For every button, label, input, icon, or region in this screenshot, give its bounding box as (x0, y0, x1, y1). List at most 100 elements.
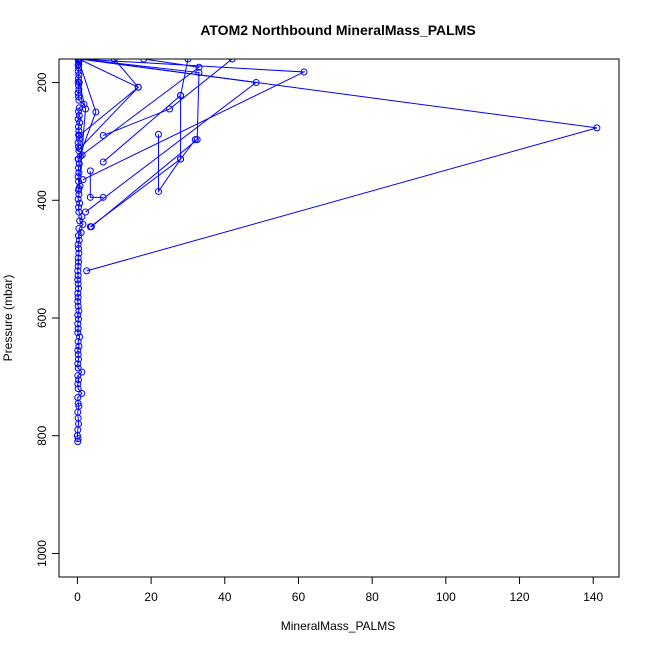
data-point (99, 132, 107, 140)
data-point (77, 229, 85, 237)
data-point (75, 112, 83, 120)
data-point (75, 285, 83, 293)
data-point (75, 74, 83, 82)
data-point (76, 199, 84, 207)
data-point (75, 160, 83, 168)
data-point (74, 262, 82, 270)
data-point (75, 258, 83, 266)
data-point (99, 193, 107, 201)
data-point (75, 96, 83, 104)
data-point (74, 380, 82, 388)
data-point (82, 105, 90, 113)
chart-title: ATOM2 Northbound MineralMass_PALMS (200, 22, 475, 38)
data-point (75, 93, 83, 101)
x-tick-label: 100 (436, 590, 456, 604)
data-point (74, 280, 82, 288)
data-point (82, 208, 90, 216)
data-point (184, 59, 192, 63)
data-point (74, 320, 82, 328)
data-point (75, 107, 83, 115)
series-line-segment (79, 59, 200, 228)
data-point (78, 368, 86, 376)
series-layer (73, 59, 601, 446)
x-tick-label: 0 (74, 590, 81, 604)
data-point (79, 176, 87, 184)
series-line-segment (90, 139, 196, 228)
data-point (75, 249, 83, 257)
data-point (74, 254, 82, 262)
y-axis-label: Pressure (mbar) (1, 275, 15, 362)
y-tick-label: 400 (35, 190, 49, 210)
data-point (75, 123, 83, 131)
data-point (74, 298, 82, 306)
data-point (75, 79, 83, 87)
data-point (191, 136, 199, 144)
data-point (76, 119, 84, 127)
data-point (86, 167, 94, 175)
data-point (75, 208, 83, 216)
y-tick-label: 600 (35, 308, 49, 328)
data-point (177, 155, 185, 163)
series-line-segment (103, 59, 233, 136)
data-point (252, 79, 260, 87)
data-point (99, 158, 107, 166)
data-point (110, 59, 118, 63)
data-point (74, 311, 82, 319)
series-line-segment (80, 59, 598, 272)
data-point (75, 245, 83, 253)
data-point (74, 89, 82, 97)
data-point (75, 143, 83, 151)
data-point (74, 350, 82, 358)
data-point (140, 59, 148, 63)
data-point (75, 307, 83, 315)
data-point (75, 71, 83, 79)
data-point (83, 267, 91, 275)
data-point (86, 223, 94, 231)
data-point (74, 393, 82, 401)
data-point (76, 333, 84, 341)
data-point (75, 164, 83, 172)
data-point (74, 195, 82, 203)
data-point (166, 105, 174, 113)
series-line-segment (89, 170, 104, 198)
data-point (74, 360, 82, 368)
x-tick-label: 140 (583, 590, 603, 604)
data-point (74, 289, 82, 297)
data-point (195, 69, 203, 77)
data-point (74, 59, 82, 63)
data-point (74, 385, 82, 393)
data-point (74, 435, 82, 443)
data-point (154, 187, 162, 195)
data-point (300, 68, 308, 76)
series-line-segment (79, 59, 258, 213)
data-point (154, 130, 162, 138)
x-tick-label: 40 (218, 590, 232, 604)
data-point (75, 185, 83, 192)
series-line-segment (80, 59, 201, 157)
series-line-segment (78, 59, 139, 136)
data-point (74, 293, 82, 301)
series-line-segment (157, 95, 182, 194)
data-point (75, 355, 83, 363)
x-tick-label: 120 (510, 590, 530, 604)
y-tick-label: 800 (35, 425, 49, 445)
data-point (74, 372, 82, 380)
data-point (75, 402, 83, 410)
data-point (75, 225, 83, 233)
x-axis: 0 20 40 60 80 100 120 140 (74, 576, 604, 604)
series-line-segment (77, 59, 97, 160)
data-point (75, 342, 83, 350)
data-point (75, 135, 83, 143)
data-point (74, 364, 82, 372)
data-point (75, 236, 83, 244)
data-point (74, 115, 82, 123)
data-point (177, 91, 185, 99)
data-point (76, 144, 84, 152)
data-point (74, 346, 82, 354)
data-point (74, 267, 82, 275)
data-point (75, 315, 83, 323)
data-point (75, 177, 83, 185)
data-point (75, 131, 83, 139)
data-point (195, 63, 203, 71)
